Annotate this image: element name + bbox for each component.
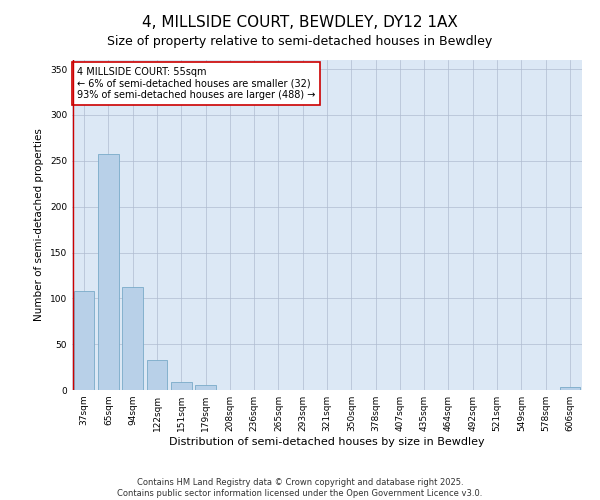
Bar [122, 288, 143, 390]
Bar [171, 382, 191, 390]
Y-axis label: Number of semi-detached properties: Number of semi-detached properties [34, 128, 44, 322]
Text: Contains HM Land Registry data © Crown copyright and database right 2025.
Contai: Contains HM Land Registry data © Crown c… [118, 478, 482, 498]
Bar [74, 291, 94, 390]
Bar [146, 360, 167, 390]
Bar [195, 386, 216, 390]
Text: Size of property relative to semi-detached houses in Bewdley: Size of property relative to semi-detach… [107, 35, 493, 48]
Text: 4, MILLSIDE COURT, BEWDLEY, DY12 1AX: 4, MILLSIDE COURT, BEWDLEY, DY12 1AX [142, 15, 458, 30]
X-axis label: Distribution of semi-detached houses by size in Bewdley: Distribution of semi-detached houses by … [169, 437, 485, 447]
Text: 4 MILLSIDE COURT: 55sqm
← 6% of semi-detached houses are smaller (32)
93% of sem: 4 MILLSIDE COURT: 55sqm ← 6% of semi-det… [77, 66, 316, 100]
Bar [98, 154, 119, 390]
Bar [560, 387, 580, 390]
